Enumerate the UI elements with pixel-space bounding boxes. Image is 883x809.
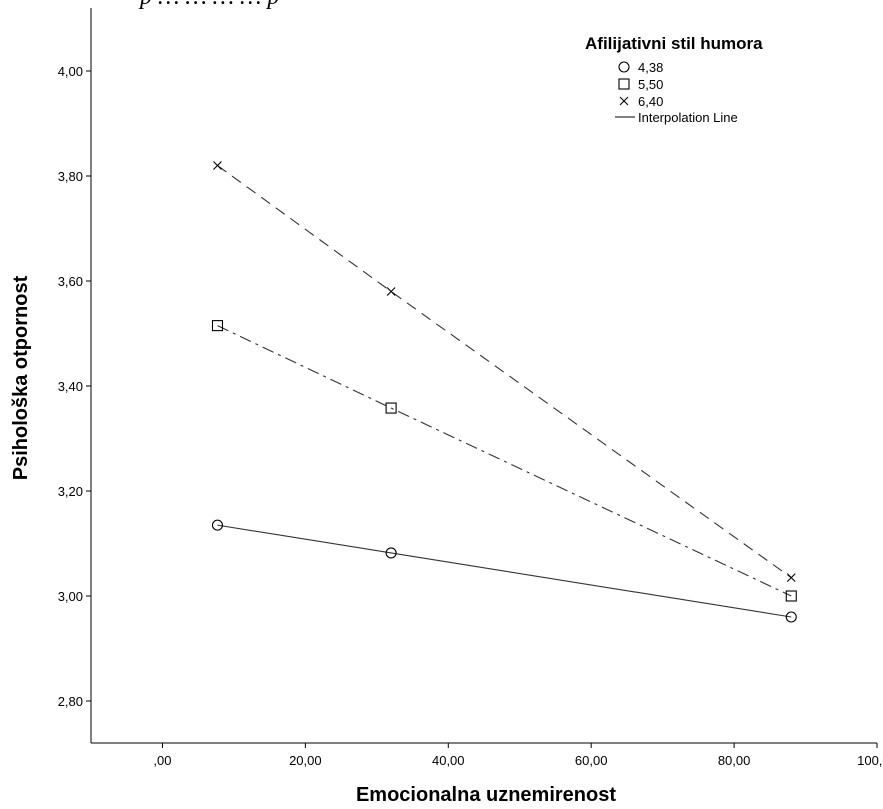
y-axis-label: Psihološka otpornost: [10, 275, 32, 480]
x-tick-label: 20,00: [289, 753, 322, 768]
series-line: [217, 524, 792, 618]
data-point-circle: [211, 519, 224, 531]
data-point-circle: [385, 547, 397, 559]
y-tick-label: 3,40: [58, 379, 83, 394]
data-point-x: [213, 161, 222, 170]
y-tick-label: 2,80: [58, 694, 83, 709]
data-point-square: [785, 590, 797, 602]
x-tick-label: 80,00: [718, 753, 751, 768]
y-tick-label: 3,80: [58, 169, 83, 184]
legend-marker-x: [619, 96, 629, 106]
x-tick-label: 100,00: [857, 753, 883, 768]
y-tick-label: 3,20: [58, 484, 83, 499]
axes: [90, 8, 877, 744]
x-tick-label: 40,00: [432, 753, 465, 768]
x-tick-label: 60,00: [575, 753, 608, 768]
legend-marker-circle: [618, 61, 630, 73]
data-point-square: [211, 320, 224, 332]
x-axis-label: Emocionalna uznemirenost: [356, 784, 616, 806]
data-point-circle: [785, 611, 797, 623]
legend: Afilijativni stil humora 4,38 5,50 6,40Int…: [585, 34, 763, 125]
x-axis-ticks: ,00 20,00 40,00 60,00 80,00 100,00: [153, 743, 883, 768]
series-lines: [217, 165, 792, 618]
x-tick-label: ,00: [153, 753, 171, 768]
series-line: [217, 165, 792, 579]
legend-entry: Interpolation Line: [638, 110, 738, 125]
legend-entry: 5,50: [638, 77, 663, 92]
series-line: [217, 325, 792, 597]
y-tick-label: 3,60: [58, 274, 83, 289]
legend-marker-square: [618, 78, 630, 90]
data-point-square: [385, 402, 397, 414]
y-tick-label: 4,00: [58, 64, 83, 79]
legend-entry: 6,40: [638, 94, 663, 109]
data-point-x: [386, 287, 396, 296]
series-markers: [211, 161, 797, 623]
legend-entry: 4,38: [638, 60, 663, 75]
legend-title: Afilijativni stil humora: [585, 34, 763, 53]
figure-caption: p … … … … p: [140, 0, 279, 11]
data-point-x: [786, 573, 796, 583]
y-tick-label: 3,00: [58, 589, 83, 604]
y-axis-ticks: 2,80 3,00 3,20 3,40 3,60 3,80 4,00: [58, 64, 91, 709]
